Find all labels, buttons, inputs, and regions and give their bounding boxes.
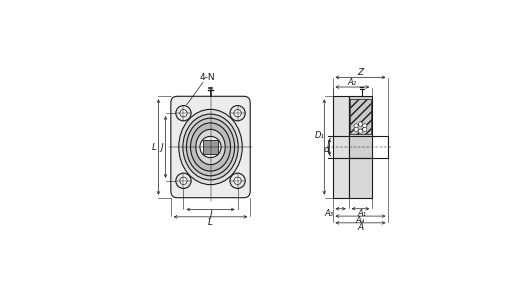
Ellipse shape [187, 118, 234, 176]
Circle shape [363, 124, 367, 128]
Text: A: A [357, 223, 364, 232]
Text: d: d [324, 146, 329, 154]
Text: J: J [160, 143, 163, 151]
Circle shape [180, 177, 187, 184]
Text: A₄: A₄ [356, 216, 365, 225]
Circle shape [230, 106, 245, 121]
Circle shape [358, 129, 363, 133]
Bar [350, 99, 371, 134]
Circle shape [200, 136, 221, 158]
Text: 4-N: 4-N [200, 73, 215, 82]
Text: J: J [209, 210, 212, 219]
Text: A₂: A₂ [348, 78, 357, 87]
Circle shape [176, 106, 191, 121]
Bar [349, 158, 372, 198]
Circle shape [354, 127, 358, 131]
Circle shape [354, 124, 358, 128]
Circle shape [234, 177, 241, 184]
Ellipse shape [183, 114, 238, 180]
Text: L: L [208, 218, 213, 227]
Ellipse shape [179, 109, 242, 185]
Text: A₃: A₃ [325, 209, 333, 218]
Bar [203, 140, 218, 154]
Circle shape [234, 110, 241, 117]
Ellipse shape [191, 123, 230, 171]
Bar [349, 96, 372, 158]
Circle shape [180, 110, 187, 117]
Circle shape [358, 122, 363, 126]
Bar [332, 96, 349, 198]
Text: Z: Z [357, 68, 364, 76]
Text: S: S [351, 133, 356, 142]
Text: L: L [152, 143, 157, 151]
Text: A₁: A₁ [357, 209, 366, 218]
Circle shape [230, 173, 245, 188]
Ellipse shape [196, 129, 225, 165]
Circle shape [363, 127, 367, 131]
Text: D₁: D₁ [315, 131, 325, 140]
Circle shape [176, 173, 191, 188]
FancyBboxPatch shape [171, 96, 250, 198]
